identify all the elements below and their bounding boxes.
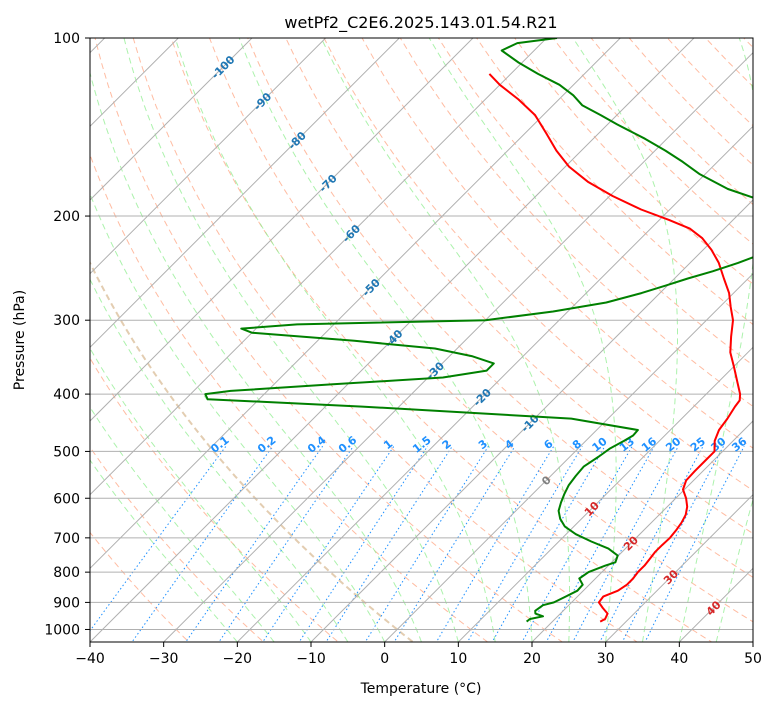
- y-tick-label: 700: [53, 531, 80, 547]
- y-axis-ticks: 100 200 300 400 500 600 700 800 900 1000: [44, 31, 90, 638]
- moist-adiabat-line: [90, 70, 422, 642]
- isotherm-line: [236, 125, 753, 642]
- y-tick-label: 1000: [44, 622, 80, 638]
- temperature-line: [488, 73, 742, 623]
- moist-adiabats: [90, 38, 753, 642]
- moist-adiabat-line: [678, 38, 753, 642]
- isotherm-line: [310, 199, 753, 642]
- y-tick-label: 900: [53, 595, 80, 611]
- isotherm-line: [90, 38, 474, 422]
- moist-adiabat-line: [90, 278, 349, 642]
- moist-adiabat-line: [715, 497, 753, 642]
- dewpoint-line: [204, 38, 753, 623]
- isotherm-line: [90, 38, 695, 642]
- y-axis-title: Pressure (hPa): [12, 290, 28, 390]
- isotherm-line: [383, 272, 753, 642]
- dry-adiabat-line: [170, 38, 713, 642]
- x-tick-label: −30: [149, 651, 179, 667]
- y-tick-label: 600: [53, 491, 80, 507]
- y-tick-label: 500: [53, 444, 80, 460]
- x-tick-label: −10: [296, 651, 326, 667]
- moist-adiabat-line: [428, 38, 617, 642]
- dry-adiabat-line: [132, 38, 638, 642]
- dry-adiabat-line: [94, 38, 564, 642]
- pressure-gridlines: [90, 38, 753, 630]
- moist-adiabat-line: [123, 38, 459, 642]
- x-tick-label: 10: [449, 651, 467, 667]
- isotherm-line: [162, 51, 753, 642]
- plot-area: -100-90-80-70-60-50-40-30-20-10010203040…: [90, 38, 753, 642]
- isotherm-line: [90, 38, 327, 275]
- dry-adiabat-line: [247, 38, 753, 578]
- chart-title: wetPf2_C2E6.2025.143.01.54.R21: [284, 13, 557, 33]
- x-tick-label: 50: [744, 651, 762, 667]
- x-axis-ticks: −40 −30 −20 −10 0 10 20 30 40 50: [75, 642, 762, 667]
- y-tick-label: 100: [53, 31, 80, 47]
- dry-adiabat-line: [90, 357, 339, 642]
- x-tick-label: 30: [597, 651, 615, 667]
- mixing-ratio-line: [621, 445, 724, 642]
- moist-adiabat-line: [238, 38, 533, 642]
- y-tick-label: 200: [53, 209, 80, 225]
- moist-adiabat-line: [320, 38, 570, 642]
- isotherm-line: [457, 346, 753, 642]
- moist-adiabat-line: [174, 38, 496, 642]
- mixing-ratio-line: [644, 445, 745, 642]
- profile-series: [204, 38, 753, 623]
- isotherm-line: [90, 38, 180, 128]
- mixing-ratio-line: [218, 445, 354, 642]
- x-axis-title: Temperature (°C): [360, 681, 482, 697]
- dry-adiabat-line: [90, 260, 415, 642]
- dry-adiabats: [90, 38, 753, 642]
- y-tick-label: 800: [53, 565, 80, 581]
- isotherm-line: [90, 38, 401, 349]
- isotherm-line: [604, 493, 753, 642]
- dry-adiabat-line: [514, 38, 753, 285]
- dry-adiabat-line: [90, 153, 489, 642]
- dry-adiabat-line: [90, 531, 190, 642]
- dry-adiabat-line: [90, 446, 265, 642]
- moist-adiabat-line: [90, 406, 275, 642]
- moist-adiabat-line: [90, 459, 238, 642]
- isotherm-line: [90, 38, 622, 570]
- moist-adiabat-line: [90, 192, 386, 642]
- y-tick-label: 300: [53, 313, 80, 329]
- dry-adiabat-line: [208, 38, 753, 623]
- isotherms: [90, 38, 753, 642]
- isotherm-line: [90, 38, 253, 201]
- dry-adiabat-line: [476, 38, 753, 326]
- y-tick-label: 400: [53, 387, 80, 403]
- dry-adiabat-line: [323, 38, 753, 492]
- x-tick-label: 0: [380, 651, 389, 667]
- x-tick-label: −40: [75, 651, 105, 667]
- plot-frame: [89, 37, 754, 643]
- x-tick-label: 20: [523, 651, 541, 667]
- x-tick-label: −20: [223, 651, 253, 667]
- isotherm-line: [531, 420, 753, 642]
- dry-adiabat-line: [361, 38, 753, 449]
- x-tick-label: 40: [670, 651, 688, 667]
